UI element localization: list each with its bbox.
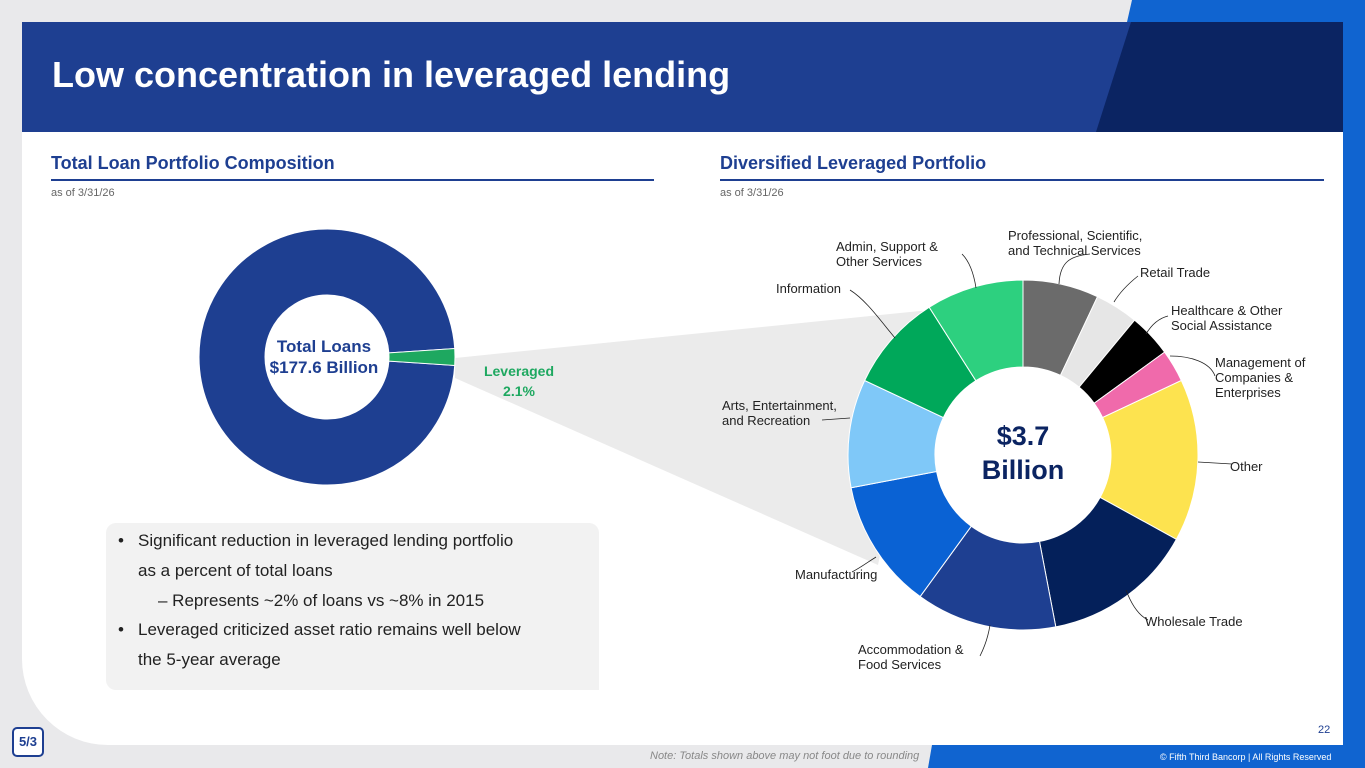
- footer-accent-bar: [928, 745, 1365, 768]
- leveraged-portfolio-slice-10: [928, 279, 1024, 382]
- leader-wholesale: [1125, 589, 1149, 621]
- label-professional-line2: and Technical Services: [1008, 243, 1141, 258]
- title-bar-dark-accent: [1096, 22, 1343, 132]
- accent-stripe-top: [1127, 0, 1365, 22]
- leader-information: [849, 289, 896, 339]
- leader-management: [1169, 355, 1216, 377]
- leader-healthcare: [1145, 315, 1169, 335]
- fifth-third-logo: 5/3: [12, 727, 44, 757]
- label-management-line2: Companies &: [1215, 370, 1293, 385]
- left-panel-divider: [51, 179, 654, 181]
- right-panel-divider: [720, 179, 1324, 181]
- leader-accommodation: [979, 624, 991, 657]
- leader-arts: [821, 417, 851, 421]
- label-accommodation-line2: Food Services: [858, 657, 942, 672]
- page-number: 22: [1318, 724, 1331, 736]
- bullet-dot-2: •: [118, 620, 124, 639]
- label-other: Other: [1230, 459, 1263, 474]
- bullet-2-line-1: Leveraged criticized asset ratio remains…: [138, 620, 521, 639]
- total-loans-donut: [198, 228, 456, 486]
- leader-manufacturing: [851, 556, 877, 573]
- leader-retail: [1113, 275, 1139, 303]
- label-wholesale: Wholesale Trade: [1145, 614, 1243, 629]
- leader-professional: [1058, 253, 1091, 285]
- right-panel-as-of: as of 3/31/26: [720, 187, 784, 199]
- leader-admin: [961, 253, 977, 289]
- bullet-1-line-1: Significant reduction in leveraged lendi…: [138, 531, 514, 550]
- label-accommodation-line1: Accommodation &: [858, 642, 964, 657]
- logo-text: 5/3: [18, 734, 38, 749]
- label-leader-lines: [821, 253, 1233, 657]
- key-points-box: [106, 523, 599, 690]
- bullet-2-line-2: the 5-year average: [138, 650, 281, 669]
- label-management-line1: Management of: [1215, 355, 1306, 370]
- sub-bullet-1: – Represents ~2% of loans vs ~8% in 2015: [158, 591, 485, 610]
- leveraged-center-label-line1: $3.7: [997, 421, 1050, 451]
- label-healthcare-line2: Social Assistance: [1171, 318, 1272, 333]
- label-manufacturing: Manufacturing: [795, 567, 877, 582]
- label-healthcare-line1: Healthcare & Other: [1171, 303, 1283, 318]
- right-panel-title: Diversified Leveraged Portfolio: [720, 153, 987, 173]
- label-information: Information: [776, 281, 841, 296]
- left-panel-title: Total Loan Portfolio Composition: [51, 153, 335, 173]
- leveraged-portfolio-donut: [847, 279, 1199, 631]
- total-loans-slice-1: [388, 348, 456, 366]
- leveraged-label: Leveraged: [484, 363, 554, 379]
- leader-other: [1197, 461, 1233, 465]
- total-loans-center-label-line2: $177.6 Billion: [270, 358, 379, 377]
- leveraged-breakout-connector: [455, 310, 930, 565]
- left-panel-as-of: as of 3/31/26: [51, 187, 115, 199]
- copyright: © Fifth Third Bancorp | All Rights Reser…: [1160, 752, 1332, 762]
- label-admin-line1: Admin, Support &: [836, 239, 938, 254]
- label-retail: Retail Trade: [1140, 265, 1210, 280]
- footnote: Note: Totals shown above may not foot du…: [650, 750, 920, 762]
- leveraged-percent-label: 2.1%: [503, 383, 535, 399]
- bullet-1-line-2: as a percent of total loans: [138, 561, 333, 580]
- label-admin-line2: Other Services: [836, 254, 922, 269]
- label-management-line3: Enterprises: [1215, 385, 1281, 400]
- total-loans-center-label-line1: Total Loans: [277, 337, 371, 356]
- accent-stripe-right: [1343, 0, 1365, 768]
- label-arts-line1: Arts, Entertainment,: [722, 398, 837, 413]
- label-arts-line2: and Recreation: [722, 413, 810, 428]
- label-professional-line1: Professional, Scientific,: [1008, 228, 1142, 243]
- page-title: Low concentration in leveraged lending: [52, 54, 731, 95]
- bullet-dot-1: •: [118, 531, 124, 550]
- total-loans-slice-0: [198, 228, 456, 486]
- leveraged-center-label-line2: Billion: [982, 455, 1065, 485]
